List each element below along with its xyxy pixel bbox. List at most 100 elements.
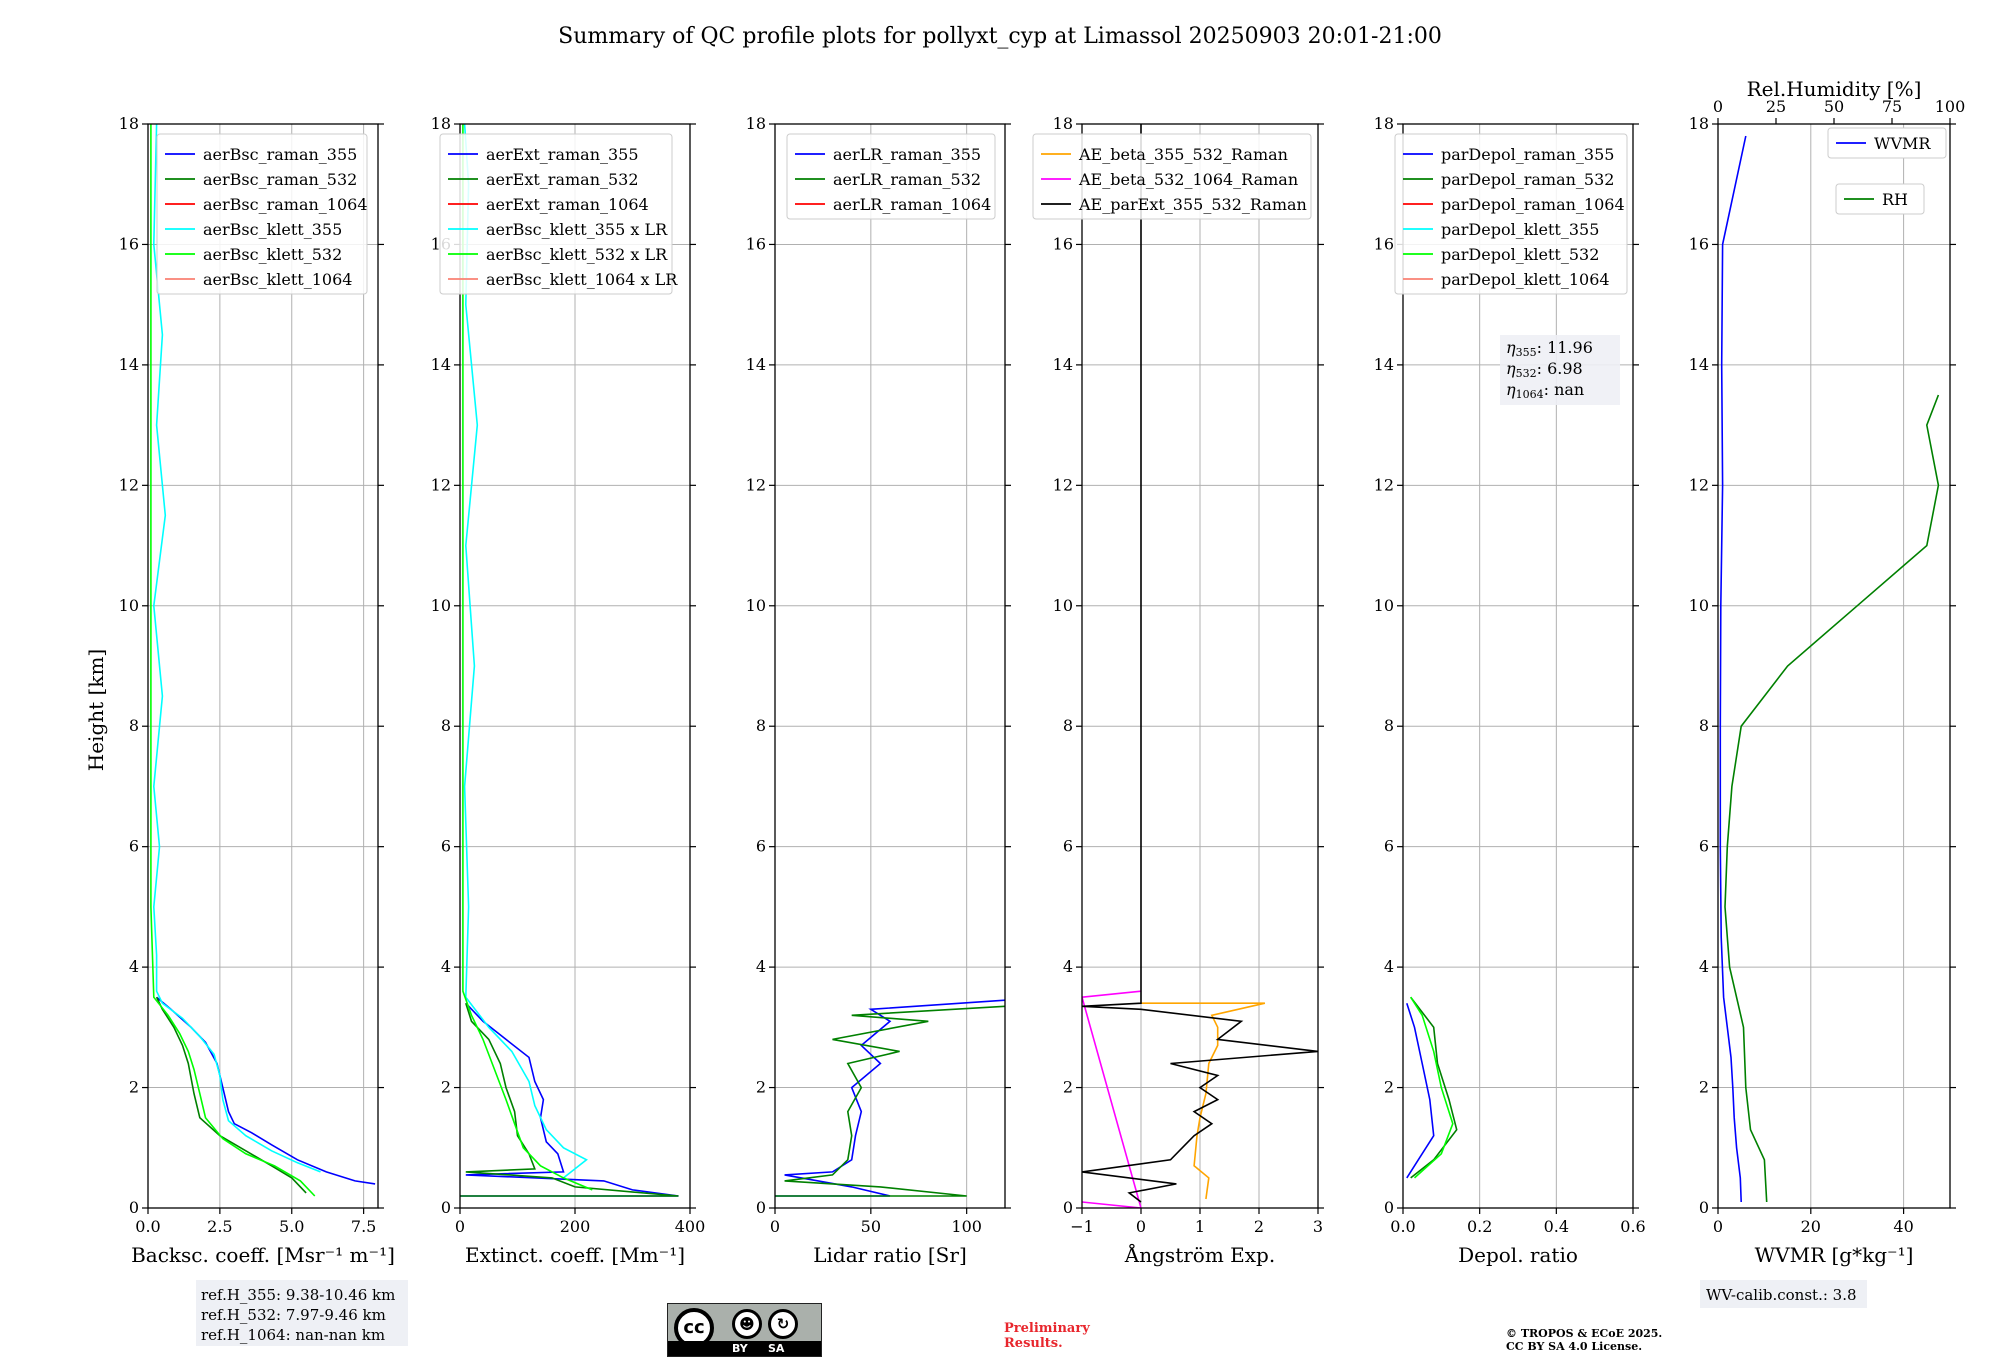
y-tick-label: 16 [1053,234,1073,253]
x-axis-label: Backsc. coeff. [Msr⁻¹ m⁻¹] [131,1243,395,1267]
y-tick-label: 0 [756,1198,766,1217]
figure-title: Summary of QC profile plots for pollyxt_… [558,24,1442,49]
y-tick-label: 0 [1699,1198,1709,1217]
legend-label: aerBsc_raman_532 [203,170,357,189]
series-aerBsc_raman_532 [155,996,307,1194]
legend-label: parDepol_klett_1064 [1441,270,1610,289]
axes-frame [147,123,379,1209]
series-aerBsc_klett_532 [150,124,316,1197]
legend-label: AE_parExt_355_532_Raman [1078,195,1307,214]
cc-sa-label: SA [768,1342,785,1355]
y-tick-label: 14 [1053,355,1073,374]
wv-calib: WV-calib.const.: 3.8 [1706,1286,1857,1304]
legend-label: aerBsc_klett_1064 [203,270,352,289]
legend-label: RH [1882,190,1908,209]
x-tick-label: 2.5 [207,1217,232,1236]
refh-box [196,1280,408,1346]
axes-frame [774,123,1006,1209]
series-WVMR [1719,135,1747,1203]
y-tick-label: 18 [1053,114,1073,133]
y-tick-label: 18 [746,114,766,133]
y-tick-label: 0 [1384,1198,1394,1217]
y-tick-label: 12 [431,475,451,494]
x2-tick-label: 50 [1824,97,1844,116]
x2-tick-label: 100 [1935,97,1966,116]
x-tick-label: 0.0 [1390,1217,1415,1236]
x-tick-label: 7.5 [351,1217,376,1236]
axes-frame [459,123,691,1209]
y-tick-label: 12 [1689,475,1709,494]
y-tick-label: 4 [1699,957,1709,976]
y-tick-label: 18 [431,114,451,133]
x-tick-label: 50 [861,1217,881,1236]
refh-1064: ref.H_1064: nan-nan km [201,1326,385,1344]
x-tick-label: 200 [560,1217,591,1236]
axes-frame [1081,123,1319,1209]
y-tick-label: 12 [746,475,766,494]
legend-label: parDepol_raman_1064 [1441,195,1625,214]
axes-frame [1402,123,1634,1209]
series-group [150,124,376,1197]
wv-calib-box [1700,1280,1867,1308]
series-aerBsc_klett_532 x LR [462,124,593,1191]
legend-label: aerLR_raman_355 [833,145,981,164]
legend-box [1827,127,1947,159]
series-AE_beta_532_1064_Raman [1082,990,1142,1208]
eta-label: η355: 11.96 [1506,338,1593,359]
y-tick-label: 16 [1689,234,1709,253]
y-tick-label: 0 [441,1198,451,1217]
x-tick-label: 2 [1254,1217,1264,1236]
y-tick-label: 4 [756,957,766,976]
y-tick-label: 6 [129,837,139,856]
x-tick-label: 5.0 [279,1217,304,1236]
y-tick-label: 16 [746,234,766,253]
y-tick-label: 8 [1384,716,1394,735]
cc-license-badge: cc ☻ ↻ BY SA [667,1303,822,1357]
axes-frame [1717,123,1951,1209]
x-tick-label: 0 [455,1217,465,1236]
y-tick-label: 2 [129,1078,139,1097]
x-tick-label: 3 [1313,1217,1323,1236]
legend-box [156,133,368,295]
refh-532: ref.H_532: 7.97-9.46 km [201,1306,386,1324]
legend-label: parDepol_raman_355 [1441,145,1614,164]
panel-wv: 0 20 40 0 2 4 6 8 10 12 14 16 18 WVMR [g*kg⁻¹] 0 25 50 75… [1689,77,1966,1267]
person-icon: ☻ [732,1309,762,1339]
series-group [1406,996,1458,1179]
y-tick-label: 6 [1384,837,1394,856]
y-tick-label: 2 [756,1078,766,1097]
series-parDepol_raman_355 [1406,1002,1435,1179]
legend-box [439,133,673,295]
eta-box [1500,335,1620,405]
x-tick-label: 0 [1136,1217,1146,1236]
refh-355: ref.H_355: 9.38-10.46 km [201,1286,395,1304]
y-tick-label: 8 [129,716,139,735]
y-tick-label: 6 [1063,837,1073,856]
x-tick-label: 400 [675,1217,706,1236]
x-tick-label: 0.0 [135,1217,160,1236]
y-tick-label: 2 [1384,1078,1394,1097]
x-axis-label: Depol. ratio [1458,1243,1578,1267]
series-group [775,999,1005,1197]
y-tick-label: 16 [1374,234,1394,253]
y-tick-label: 4 [1384,957,1394,976]
cc-by-label: BY [732,1342,748,1355]
legend-label: aerLR_raman_1064 [833,195,991,214]
panel-bsc: 0.0 2.5 5.0 7.5 0 2 4 6 8 10 12 14 16 18 Backsc. coeff… [119,114,395,1267]
legend-label: aerBsc_raman_355 [203,145,357,164]
x-axis-label: Ångström Exp. [1124,1242,1275,1267]
series-group [460,124,679,1197]
series-RH [1724,394,1940,1203]
y-tick-label: 14 [746,355,766,374]
share-alike-icon: ↻ [768,1309,798,1339]
x-axis-label: WVMR [g*kg⁻¹] [1755,1243,1914,1267]
legend-label: aerExt_raman_355 [486,145,639,164]
eta-label: η1064: nan [1506,380,1584,401]
y-tick-label: 10 [1374,596,1394,615]
eta-label: η532: 6.98 [1506,359,1583,380]
legend-box [1032,133,1312,220]
legend-label: aerBsc_klett_1064 x LR [486,270,678,289]
legend-label: aerBsc_raman_1064 [203,195,368,214]
copyright-note: © TROPOS & ECoE 2025. CC BY SA 4.0 Licen… [1506,1327,1663,1353]
